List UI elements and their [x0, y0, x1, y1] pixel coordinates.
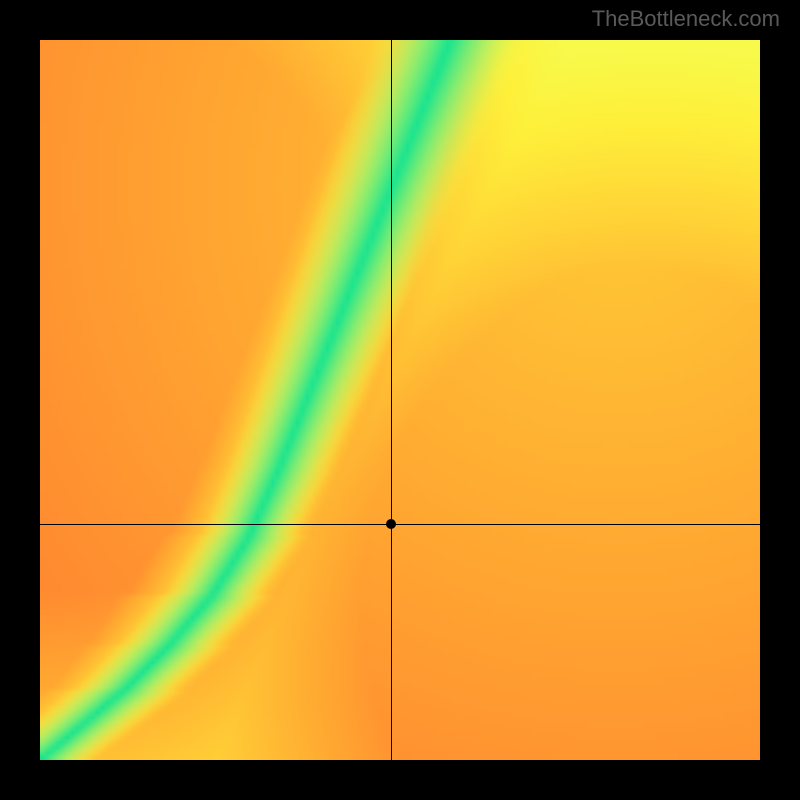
heatmap-canvas — [40, 40, 760, 760]
plot-area — [40, 40, 760, 760]
crosshair-marker — [386, 519, 396, 529]
chart-container: TheBottleneck.com — [0, 0, 800, 800]
watermark-text: TheBottleneck.com — [592, 6, 780, 32]
crosshair-vertical — [391, 40, 392, 760]
crosshair-horizontal — [40, 524, 760, 525]
